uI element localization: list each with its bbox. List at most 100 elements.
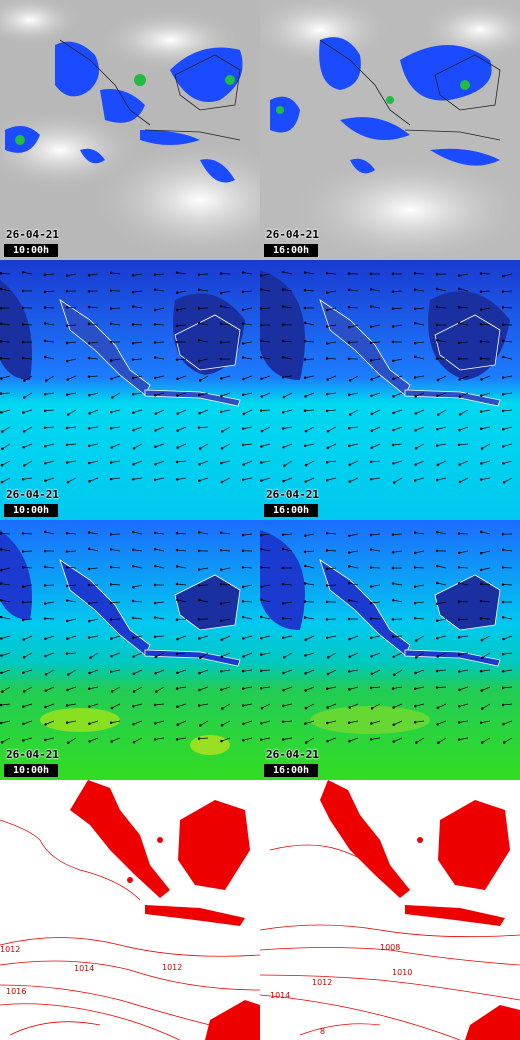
direction-arrow <box>349 669 359 672</box>
direction-arrow-head <box>480 689 484 692</box>
direction-arrow <box>23 426 33 432</box>
direction-arrow <box>243 669 253 672</box>
direction-arrow <box>155 477 165 481</box>
direction-arrow-head <box>436 706 440 710</box>
direction-arrow-head <box>326 446 330 450</box>
direction-arrow <box>371 584 381 587</box>
direction-arrow <box>155 652 165 658</box>
direction-arrow-head <box>457 738 461 741</box>
direction-arrow-head <box>413 687 417 691</box>
direction-arrow <box>261 289 271 292</box>
direction-arrow-head <box>457 341 461 345</box>
direction-arrow-head <box>198 447 202 450</box>
cloud-map-panel-right: 26-04-21 16:00h <box>260 0 520 260</box>
direction-arrow <box>221 567 231 571</box>
direction-arrow-head <box>241 356 245 359</box>
direction-arrow-head <box>109 477 113 481</box>
direction-arrow <box>155 357 165 360</box>
direction-arrow <box>283 601 293 604</box>
direction-arrow-head <box>391 340 395 344</box>
wave-map-panel-left: 26-04-21 10:00h <box>0 520 260 780</box>
direction-arrow-head <box>479 530 483 534</box>
direction-arrow-head <box>436 723 439 726</box>
direction-arrow-head <box>435 686 439 689</box>
direction-arrow-head <box>369 325 373 329</box>
direction-arrow <box>415 550 425 554</box>
direction-arrow <box>327 703 337 708</box>
direction-arrow <box>89 477 99 482</box>
direction-arrow <box>503 477 513 483</box>
direction-arrow <box>481 686 491 691</box>
direction-arrow-head <box>88 671 91 675</box>
direction-arrow <box>482 703 491 709</box>
direction-arrow-head <box>281 602 285 605</box>
direction-arrow <box>504 737 513 743</box>
direction-arrow-head <box>242 377 245 381</box>
direction-arrow <box>243 477 253 481</box>
direction-arrow <box>458 618 469 620</box>
direction-arrow-head <box>413 566 417 569</box>
direction-arrow <box>283 356 293 360</box>
direction-arrow <box>23 566 33 569</box>
direction-arrow <box>111 409 121 413</box>
direction-arrow <box>327 341 337 344</box>
direction-arrow <box>458 533 469 535</box>
direction-arrow <box>111 358 121 361</box>
direction-arrow-head <box>325 687 329 691</box>
direction-arrow-head <box>109 565 113 569</box>
direction-arrow <box>221 720 231 726</box>
direction-arrow <box>459 582 469 586</box>
direction-arrow <box>459 737 469 740</box>
direction-arrow-head <box>175 582 179 586</box>
direction-arrow-head <box>65 306 69 309</box>
direction-arrow-head <box>303 358 307 361</box>
direction-arrow <box>481 635 491 641</box>
direction-arrow <box>67 703 77 706</box>
direction-arrow <box>393 392 403 397</box>
direction-arrow <box>46 375 55 381</box>
direction-arrow-head <box>65 704 69 707</box>
direction-arrow <box>133 341 143 344</box>
direction-arrow-head <box>66 637 69 640</box>
direction-arrow <box>89 409 99 414</box>
direction-arrow <box>177 737 187 740</box>
direction-arrow <box>67 477 77 483</box>
direction-arrow-head <box>0 392 3 395</box>
direction-arrow-head <box>153 376 157 380</box>
direction-arrow-head <box>414 463 417 466</box>
direction-arrow-head <box>369 341 373 344</box>
direction-arrow-head <box>132 585 135 589</box>
direction-arrow <box>221 669 231 672</box>
direction-arrow-head <box>414 355 417 359</box>
direction-arrow <box>243 357 253 360</box>
direction-arrow-head <box>347 426 351 430</box>
direction-arrow-head <box>198 637 201 640</box>
direction-arrow <box>177 618 187 621</box>
direction-arrow <box>67 600 77 603</box>
direction-arrow-head <box>457 600 461 603</box>
direction-arrow-head <box>65 461 69 464</box>
direction-arrow-head <box>65 274 69 278</box>
direction-arrow-head <box>110 654 113 658</box>
direction-arrow <box>305 583 315 586</box>
direction-arrow-head <box>325 600 329 604</box>
direction-arrow-head <box>370 722 373 725</box>
direction-arrow <box>327 686 337 690</box>
direction-arrow <box>349 324 359 328</box>
direction-arrow <box>371 635 381 639</box>
direction-arrow-head <box>391 550 395 554</box>
direction-arrow <box>349 720 359 724</box>
direction-arrow <box>199 339 209 343</box>
direction-arrow-head <box>220 430 224 433</box>
direction-arrow <box>415 601 425 604</box>
direction-arrow-head <box>109 601 113 605</box>
direction-arrow-head <box>501 274 505 278</box>
direction-arrow <box>459 720 469 723</box>
direction-arrow <box>156 686 165 692</box>
direction-arrow-head <box>22 396 26 399</box>
direction-arrow-head <box>457 653 461 656</box>
direction-arrow-head <box>347 617 351 621</box>
direction-arrow-head <box>132 411 135 414</box>
isobar-label: 1012 <box>162 963 182 972</box>
direction-arrow-head <box>392 481 396 484</box>
